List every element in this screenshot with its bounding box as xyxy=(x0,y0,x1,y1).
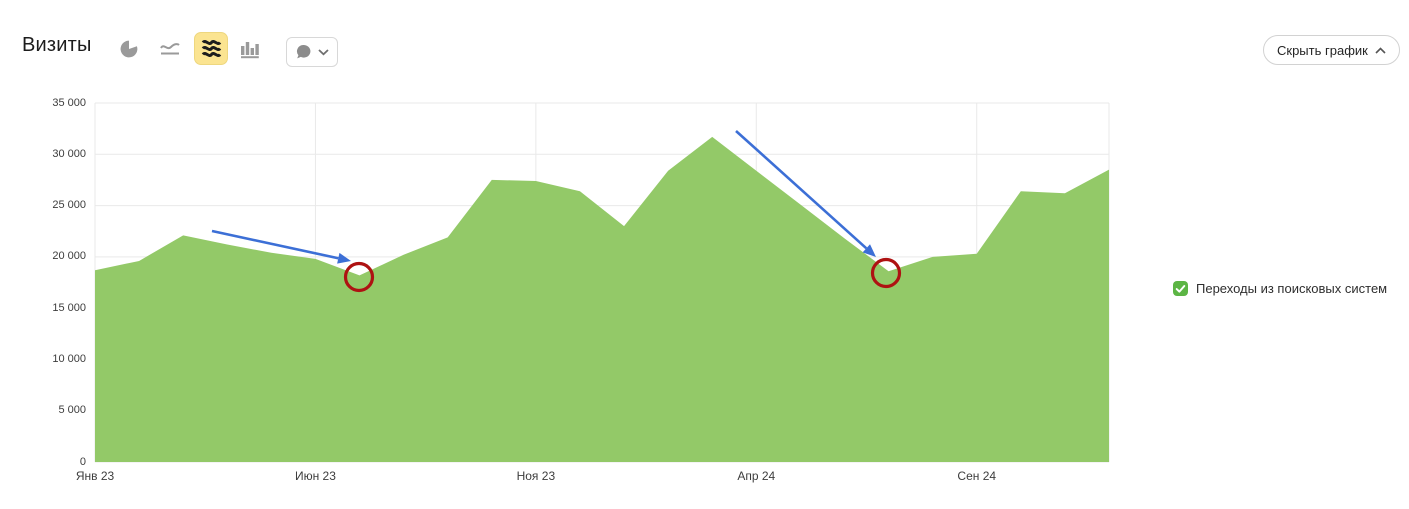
annotation-arrow xyxy=(735,130,868,250)
legend-label: Переходы из поисковых систем xyxy=(1196,281,1388,296)
x-axis-tick-label: Ноя 23 xyxy=(516,469,556,483)
page-title: Визиты xyxy=(22,34,92,56)
x-axis-tick-label: Сен 24 xyxy=(957,469,997,483)
chevron-up-icon xyxy=(1375,46,1386,54)
area-chart-icon xyxy=(201,40,221,57)
annotation-arrow xyxy=(211,229,339,260)
legend-item-search-transitions[interactable]: Переходы из поисковых систем xyxy=(1173,281,1387,296)
x-axis-tick-label: Янв 23 xyxy=(75,469,115,483)
line-chart-icon xyxy=(160,43,180,55)
x-axis-tick-label: Июн 23 xyxy=(294,469,336,483)
y-axis-tick-label: 20 000 xyxy=(52,250,86,263)
comments-dropdown-button[interactable] xyxy=(286,37,338,67)
y-axis-tick-label: 5 000 xyxy=(58,404,86,417)
x-axis-tick-label: Апр 24 xyxy=(737,469,776,483)
chevron-down-icon xyxy=(318,48,329,56)
bar-chart-icon[interactable] xyxy=(237,38,263,60)
annotation-arrowhead xyxy=(862,244,876,257)
annotation-circle xyxy=(870,257,902,289)
y-axis-tick-label: 35 000 xyxy=(52,96,86,109)
line-chart-icon[interactable] xyxy=(157,38,183,60)
legend-checkbox[interactable] xyxy=(1173,281,1188,296)
hide-chart-button[interactable]: Скрыть график xyxy=(1263,35,1400,65)
checkmark-icon xyxy=(1175,284,1186,293)
y-axis-tick-label: 10 000 xyxy=(52,352,86,365)
annotation-circle xyxy=(343,261,375,293)
y-axis-tick-label: 25 000 xyxy=(52,199,86,212)
pie-chart-icon xyxy=(120,40,138,58)
y-axis-tick-label: 0 xyxy=(79,455,86,468)
area-chart-icon-selected[interactable] xyxy=(194,32,228,65)
hide-chart-label: Скрыть график xyxy=(1277,42,1368,58)
comment-bubble-icon xyxy=(297,44,311,59)
y-axis-tick-label: 15 000 xyxy=(52,301,86,314)
area-series xyxy=(95,136,1109,462)
bar-chart-icon xyxy=(241,42,259,59)
y-axis-tick-label: 30 000 xyxy=(52,147,86,160)
pie-chart-icon[interactable] xyxy=(117,37,141,61)
annotation-arrowhead xyxy=(337,252,351,264)
